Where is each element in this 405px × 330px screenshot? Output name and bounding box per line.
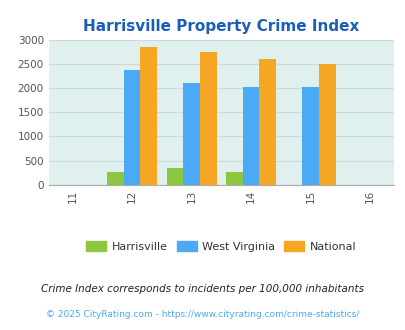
Bar (107, 172, 124, 185)
Title: Harrisville Property Crime Index: Harrisville Property Crime Index (83, 19, 358, 34)
Bar (183, 83, 199, 185)
Text: Crime Index corresponds to incidents per 100,000 inhabitants: Crime Index corresponds to incidents per… (41, 284, 364, 294)
Bar (259, 59, 275, 185)
Bar (301, 86, 318, 185)
Bar (242, 86, 259, 185)
Bar (199, 52, 216, 185)
Text: © 2025 CityRating.com - https://www.cityrating.com/crime-statistics/: © 2025 CityRating.com - https://www.city… (46, 310, 359, 319)
Bar (124, 70, 140, 185)
Bar (318, 64, 335, 185)
Legend: Harrisville, West Virginia, National: Harrisville, West Virginia, National (81, 237, 360, 256)
Bar (166, 168, 183, 185)
Bar (226, 172, 242, 185)
Bar (140, 47, 157, 185)
